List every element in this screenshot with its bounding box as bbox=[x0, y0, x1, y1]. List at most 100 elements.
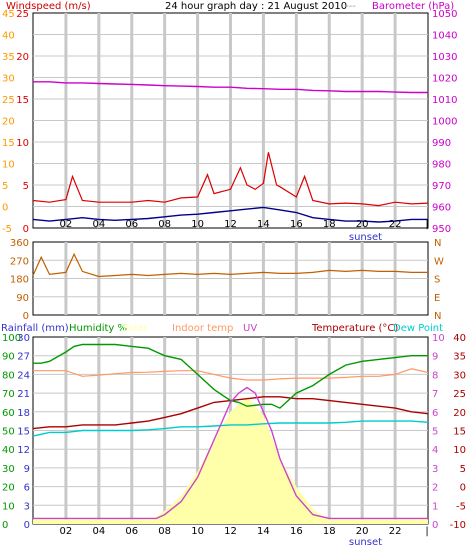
temp-xtick-20: 20 bbox=[356, 526, 369, 537]
humidity-axis-tick: 90 bbox=[2, 352, 15, 363]
rainfall-axis-tick: 9 bbox=[24, 464, 30, 475]
barometer-axis-tick: 980 bbox=[432, 160, 451, 171]
rainfall-axis-tick: 30 bbox=[17, 333, 30, 344]
wind-inner-axis-tick: -5 bbox=[2, 224, 12, 235]
wind-xtick-06: 06 bbox=[125, 219, 138, 230]
indoor-temp-line bbox=[33, 368, 429, 381]
temperature-axis-tick: 25 bbox=[453, 389, 466, 400]
uv-line bbox=[33, 386, 428, 520]
compass-axis-tick: S bbox=[434, 275, 440, 286]
uv-axis-tick: 6 bbox=[432, 408, 438, 419]
wind-xtick-22: 22 bbox=[389, 219, 402, 230]
temp-xtick-06: 06 bbox=[125, 526, 138, 537]
rainfall-axis-tick: 0 bbox=[24, 520, 30, 531]
uv-axis-tick: 9 bbox=[432, 352, 438, 363]
rainfall-axis-tick: 6 bbox=[24, 483, 30, 494]
humidity-axis-tick: 0 bbox=[2, 520, 8, 531]
windspeed-axis-tick: 20 bbox=[16, 52, 29, 63]
wind-xtick-end: | bbox=[425, 219, 428, 230]
wind-inner-axis-tick: 25 bbox=[2, 95, 15, 106]
compass-axis-tick: N bbox=[434, 311, 441, 322]
barometer-axis-tick: 1000 bbox=[432, 117, 457, 128]
barometer-axis-tick: 1040 bbox=[432, 31, 457, 42]
wind-average-line bbox=[32, 206, 428, 223]
windspeed-axis-tick: 10 bbox=[16, 138, 29, 149]
barometer-axis-tick: 970 bbox=[432, 181, 451, 192]
compass-axis-tick: N bbox=[434, 238, 441, 249]
wind-inner-axis-tick: 0 bbox=[2, 203, 8, 214]
temperature-axis-tick: -5 bbox=[456, 501, 466, 512]
barometer-axis-tick: 990 bbox=[432, 138, 451, 149]
sunset-label: sunset bbox=[349, 232, 382, 243]
humidity-axis-tick: 40 bbox=[2, 445, 15, 456]
wind-xtick-04: 04 bbox=[92, 219, 105, 230]
barometer-axis-tick: 1020 bbox=[432, 74, 457, 85]
direction-panel-series bbox=[32, 252, 428, 278]
wind-direction-line bbox=[32, 252, 428, 278]
wind-xtick-10: 10 bbox=[191, 219, 204, 230]
wind-xtick-02: 02 bbox=[60, 219, 73, 230]
temp-xtick-14: 14 bbox=[257, 526, 270, 537]
humidity-axis-tick: 20 bbox=[2, 483, 15, 494]
wind-inner-axis-tick: 45 bbox=[2, 9, 15, 20]
compass-axis-tick: E bbox=[434, 293, 440, 304]
temp-panel-legend: Rainfall (mm) Humidity % Solar Indoor te… bbox=[1, 323, 443, 334]
legend-indoor-temp: Indoor temp bbox=[172, 323, 233, 334]
windspeed-axis-tick: 25 bbox=[16, 9, 29, 20]
windspeed-axis-tick: 0 bbox=[23, 224, 29, 235]
sunset-label-bottom: sunset bbox=[349, 537, 382, 548]
wind-inner-axis-tick: 40 bbox=[2, 31, 15, 42]
legend-rainfall: Rainfall (mm) bbox=[1, 323, 69, 334]
windspeed-title: Windspeed (m/s) bbox=[6, 1, 91, 12]
temp-xtick-16: 16 bbox=[290, 526, 303, 537]
legend-temperature: Temperature (°C) bbox=[311, 323, 398, 334]
wind-inner-axis-tick: 10 bbox=[2, 160, 15, 171]
temp-panel-axes: 1009080706050403020100302724211815129630… bbox=[2, 333, 466, 548]
barometer-axis-tick: 1010 bbox=[432, 95, 457, 106]
barometer-axis-tick: 1050 bbox=[432, 9, 457, 20]
barometer-axis-tick: 1030 bbox=[432, 52, 457, 63]
humidity-axis-tick: 70 bbox=[2, 389, 15, 400]
windspeed-axis-tick: 15 bbox=[16, 95, 29, 106]
uv-axis-tick: 0 bbox=[432, 520, 438, 531]
compass-axis-tick: W bbox=[434, 256, 444, 267]
wind-inner-axis-tick: 35 bbox=[2, 52, 15, 63]
uv-axis-tick: 8 bbox=[432, 370, 438, 381]
humidity-axis-tick: 10 bbox=[2, 501, 15, 512]
barometer-axis-tick: 960 bbox=[432, 203, 451, 214]
direction-axis-tick: 180 bbox=[10, 275, 29, 286]
direction-axis-tick: 0 bbox=[23, 311, 29, 322]
temp-xtick-12: 12 bbox=[224, 526, 237, 537]
humidity-axis-tick: 50 bbox=[2, 427, 15, 438]
temperature-axis-tick: 10 bbox=[453, 445, 466, 456]
legend-dew-point: Dew Point bbox=[393, 323, 443, 334]
temperature-axis-tick: 35 bbox=[453, 352, 466, 363]
rainfall-axis-tick: 3 bbox=[24, 501, 30, 512]
legend-solar: Solar bbox=[122, 323, 148, 334]
humidity-line bbox=[33, 343, 428, 409]
rainfall-axis-tick: 24 bbox=[17, 370, 30, 381]
temp-xtick-18: 18 bbox=[323, 526, 336, 537]
temperature-axis-tick: -10 bbox=[450, 520, 466, 531]
humidity-axis-tick: 100 bbox=[2, 333, 21, 344]
temp-panel-series bbox=[32, 343, 429, 524]
temp-xtick-02: 02 bbox=[60, 526, 73, 537]
temp-xtick-end: | bbox=[425, 526, 428, 537]
temp-xtick-04: 04 bbox=[92, 526, 105, 537]
barometer-line bbox=[33, 81, 428, 94]
solar-area bbox=[33, 396, 428, 524]
temperature-humidity-panel: 1009080706050403020100302724211815129630… bbox=[2, 333, 466, 548]
rainfall-axis-tick: 21 bbox=[17, 389, 30, 400]
rainfall-axis-tick: 12 bbox=[17, 445, 30, 456]
windspeed-line bbox=[32, 152, 429, 207]
temperature-axis-tick: 20 bbox=[453, 408, 466, 419]
wind-inner-axis-tick: 20 bbox=[2, 117, 15, 128]
wind-xtick-20: 20 bbox=[356, 219, 369, 230]
temperature-axis-tick: 30 bbox=[453, 370, 466, 381]
wind-xtick-12: 12 bbox=[224, 219, 237, 230]
wind-panel-grid bbox=[33, 13, 428, 228]
legend-humidity: Humidity % bbox=[69, 323, 127, 334]
